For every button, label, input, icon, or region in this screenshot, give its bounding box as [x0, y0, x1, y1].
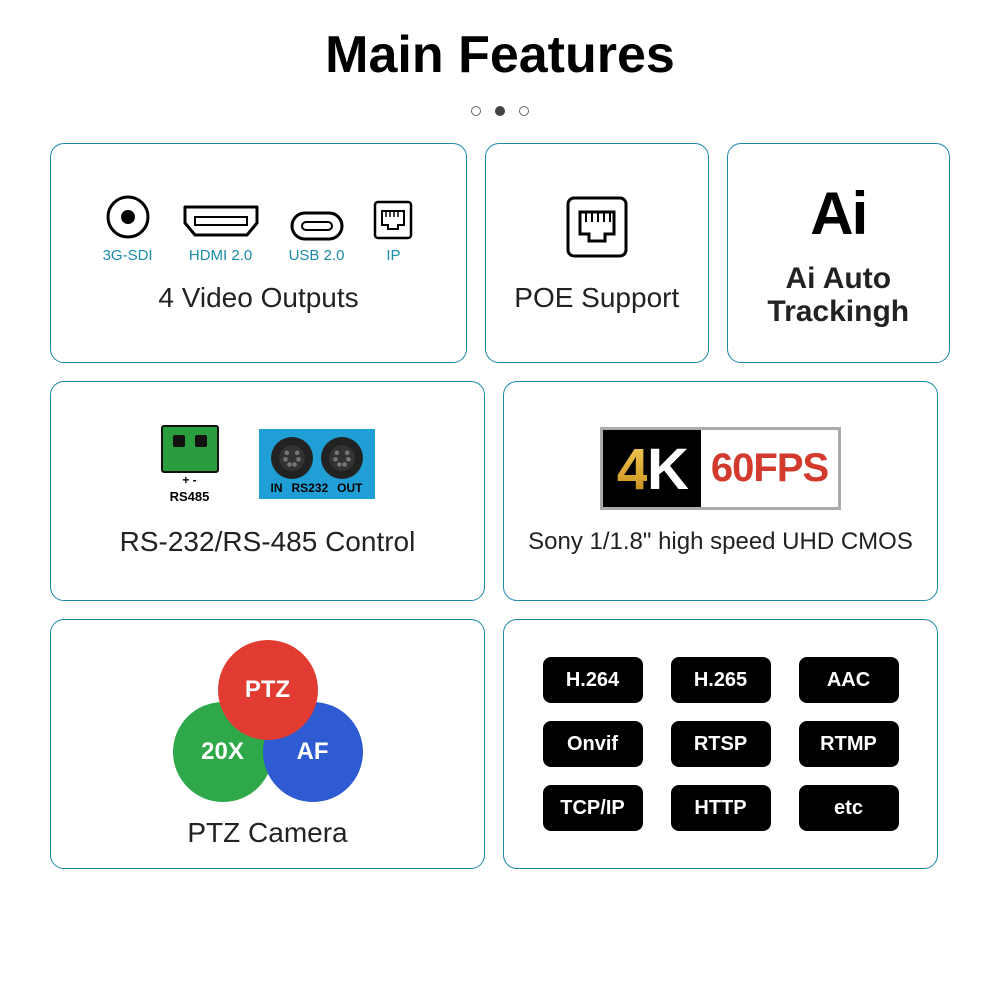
- protocol-badges: H.264 H.265 AAC Onvif RTSP RTMP TCP/IP H…: [543, 657, 899, 831]
- 4k60fps-badge: 4K 60FPS: [600, 427, 841, 510]
- rs-connectors: + - RS485 IN RS232 OUT: [161, 425, 375, 504]
- card-video-outputs: 3G-SDI HDMI 2.0 USB 2.0: [50, 143, 467, 363]
- ports-row: 3G-SDI HDMI 2.0 USB 2.0: [103, 193, 415, 264]
- rs232-in-label: IN: [271, 481, 283, 495]
- dot-3[interactable]: [519, 106, 529, 116]
- features-grid: 3G-SDI HDMI 2.0 USB 2.0: [50, 143, 950, 869]
- row-3: 20X AF PTZ PTZ Camera H.264 H.265 AAC On…: [50, 619, 950, 869]
- hdmi-icon: [181, 203, 261, 241]
- 60fps-badge: 60FPS: [701, 436, 838, 501]
- 4k-badge-4: 4: [617, 436, 647, 503]
- card-4k-sensor: 4K 60FPS Sony 1/1.8" high speed UHD CMOS: [503, 381, 938, 601]
- card-poe: POE Support: [485, 143, 709, 363]
- port-hdmi: HDMI 2.0: [181, 203, 261, 264]
- card-4k-caption: Sony 1/1.8" high speed UHD CMOS: [528, 528, 913, 556]
- ethernet-port-icon: [562, 192, 632, 262]
- card-ai-caption: Ai Auto Trackingh: [740, 262, 938, 328]
- card-ai-tracking: Ai Ai Auto Trackingh: [727, 143, 951, 363]
- port-ip: IP: [372, 199, 414, 264]
- card-poe-caption: POE Support: [514, 282, 679, 314]
- rs485-connector: + - RS485: [161, 425, 219, 504]
- badge-etc: etc: [799, 785, 899, 831]
- ptz-venn-diagram: 20X AF PTZ: [173, 640, 363, 805]
- rs232-mid-label: RS232: [291, 481, 328, 495]
- port-usb: USB 2.0: [289, 211, 345, 264]
- badge-rtmp: RTMP: [799, 721, 899, 767]
- card-protocols: H.264 H.265 AAC Onvif RTSP RTMP TCP/IP H…: [503, 619, 938, 869]
- ai-logo-text: Ai: [810, 179, 866, 248]
- rs232-out-label: OUT: [337, 481, 362, 495]
- usb-c-icon: [290, 211, 344, 241]
- port-hdmi-label: HDMI 2.0: [189, 247, 252, 264]
- badge-http: HTTP: [671, 785, 771, 831]
- pagination-dots: [50, 103, 950, 121]
- port-sdi-label: 3G-SDI: [103, 247, 153, 264]
- rs485-terminal-icon: [161, 425, 219, 473]
- row-2: + - RS485 IN RS232 OUT RS-232/RS-485 Con…: [50, 381, 950, 601]
- badge-h264: H.264: [543, 657, 643, 703]
- venn-circle-ptz: PTZ: [218, 640, 318, 740]
- badge-h265: H.265: [671, 657, 771, 703]
- dot-2[interactable]: [495, 106, 505, 116]
- card-rs-control: + - RS485 IN RS232 OUT RS-232/RS-485 Con…: [50, 381, 485, 601]
- rs232-connector-group: IN RS232 OUT: [259, 429, 375, 499]
- port-usb-label: USB 2.0: [289, 247, 345, 264]
- rs485-polarity: + -: [182, 473, 196, 487]
- badge-tcpip: TCP/IP: [543, 785, 643, 831]
- badge-aac: AAC: [799, 657, 899, 703]
- badge-rtsp: RTSP: [671, 721, 771, 767]
- ethernet-icon: [372, 199, 414, 241]
- port-ip-label: IP: [386, 247, 400, 264]
- sdi-icon: [104, 193, 152, 241]
- card-ptz-camera: 20X AF PTZ PTZ Camera: [50, 619, 485, 869]
- card-rs-caption: RS-232/RS-485 Control: [120, 526, 416, 558]
- badge-onvif: Onvif: [543, 721, 643, 767]
- card-ptz-caption: PTZ Camera: [187, 817, 347, 849]
- rs485-label: RS485: [170, 489, 210, 504]
- row-1: 3G-SDI HDMI 2.0 USB 2.0: [50, 143, 950, 363]
- rs232-out-port-icon: [321, 437, 363, 479]
- port-sdi: 3G-SDI: [103, 193, 153, 264]
- card-video-outputs-caption: 4 Video Outputs: [158, 282, 358, 314]
- dot-1[interactable]: [471, 106, 481, 116]
- rs232-in-port-icon: [271, 437, 313, 479]
- 4k-badge-k: K: [647, 436, 687, 503]
- page-title: Main Features: [50, 25, 950, 85]
